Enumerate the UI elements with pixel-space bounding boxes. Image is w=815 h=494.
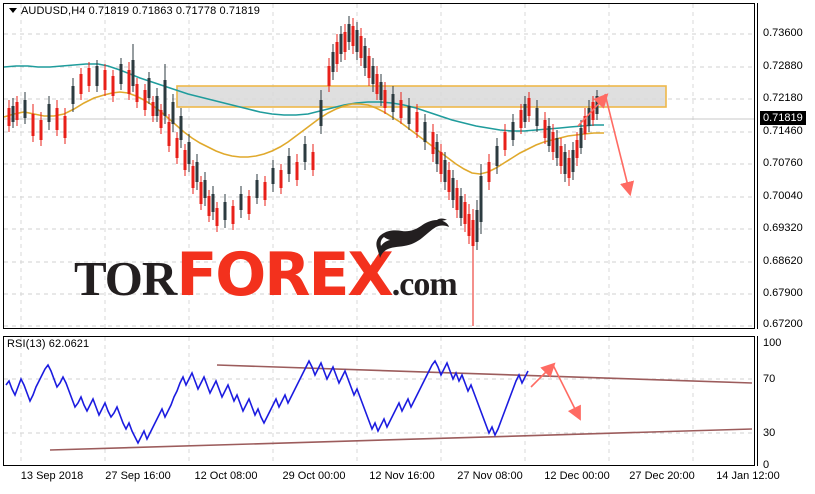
rsi-line — [5, 359, 529, 445]
price-tick-8: 0.67900 — [763, 287, 803, 299]
rsi-grid-vertical — [20, 337, 694, 465]
rsi-lower-trendline[interactable] — [49, 428, 753, 451]
price-tick-6: 0.69320 — [763, 222, 803, 234]
time-tick-4: 12 Nov 16:00 — [369, 470, 435, 482]
rsi-tick-100: 100 — [763, 337, 782, 349]
price-tick-9: 0.67200 — [763, 318, 803, 330]
rsi-tick-30: 30 — [763, 427, 776, 439]
price-tick-2: 0.72180 — [763, 92, 803, 104]
time-tick-5: 27 Nov 08:00 — [457, 470, 523, 482]
price-tick-3: 0.71460 — [763, 125, 803, 137]
time-tick-1: 27 Sep 16:00 — [105, 470, 171, 482]
rsi-header-label: RSI(13) 62.0621 — [7, 338, 90, 350]
resistance-zone-rect[interactable] — [176, 85, 667, 108]
rsi-tick-70: 70 — [763, 373, 776, 385]
current-price-tag: 0.71819 — [760, 111, 806, 125]
rsi-forecast-arrow-up[interactable] — [530, 362, 556, 388]
time-tick-6: 12 Dec 00:00 — [544, 470, 610, 482]
price-chart-panel[interactable] — [3, 3, 755, 329]
rsi-indicator-panel[interactable] — [3, 336, 755, 466]
price-axis-rail — [757, 3, 758, 329]
price-tick-5: 0.70040 — [763, 190, 803, 202]
rsi-plot-canvas[interactable] — [4, 337, 754, 465]
rsi-upper-trendline[interactable] — [216, 364, 753, 384]
price-grid-horizontal — [4, 33, 754, 327]
price-tick-1: 0.72880 — [763, 60, 803, 72]
rsi-tick-0: 0 — [763, 459, 770, 471]
candle-bodies — [7, 24, 599, 246]
time-tick-8: 14 Jan 12:00 — [716, 470, 780, 482]
forecast-arrow-up[interactable] — [577, 93, 609, 127]
price-plot-canvas[interactable] — [4, 4, 754, 328]
rsi-axis-rail — [757, 336, 758, 466]
ma-slow-line — [4, 63, 604, 132]
time-tick-2: 12 Oct 08:00 — [194, 470, 258, 482]
forecast-arrow-down[interactable] — [604, 93, 635, 197]
ma-fast-line — [4, 91, 604, 175]
price-tick-0: 0.73600 — [763, 27, 803, 39]
chevron-down-icon[interactable] — [9, 7, 17, 13]
candle-wicks — [8, 16, 598, 326]
time-tick-7: 27 Dec 20:00 — [629, 470, 695, 482]
time-tick-0: 13 Sep 2018 — [20, 470, 84, 482]
symbol-timeframe-ohlc: AUDUSD,H4 0.71819 0.71863 0.71778 0.7181… — [21, 5, 260, 17]
rsi-forecast-arrow-down[interactable] — [552, 364, 581, 421]
price-tick-4: 0.70760 — [763, 157, 803, 169]
rsi-grid-horizontal — [4, 378, 754, 434]
price-tick-7: 0.68620 — [763, 255, 803, 267]
price-chart-header: AUDUSD,H4 0.71819 0.71863 0.71778 0.7181… — [9, 5, 260, 17]
time-tick-3: 29 Oct 00:00 — [282, 470, 346, 482]
